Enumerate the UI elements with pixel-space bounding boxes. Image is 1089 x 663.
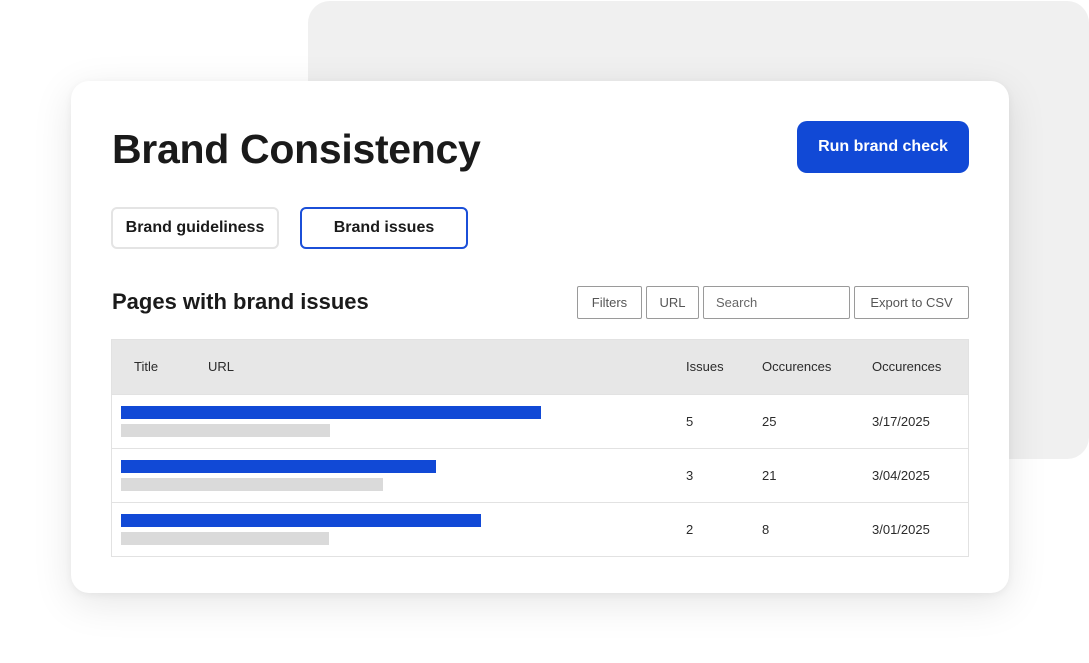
column-header-issues[interactable]: Issues	[686, 359, 724, 374]
occurences-cell: 8	[762, 522, 770, 537]
url-placeholder-bar	[121, 424, 330, 437]
date-cell: 3/04/2025	[872, 468, 930, 483]
section-title: Pages with brand issues	[112, 289, 369, 314]
table-row[interactable]: 3 21 3/04/2025	[112, 448, 968, 502]
date-cell: 3/01/2025	[872, 522, 930, 537]
tab-brand-issues[interactable]: Brand issues	[300, 207, 468, 249]
search-input[interactable]	[703, 286, 850, 319]
column-header-title[interactable]: Title	[134, 359, 159, 374]
filters-button[interactable]: Filters	[577, 286, 642, 319]
column-header-url[interactable]: URL	[208, 359, 235, 374]
url-placeholder-bar	[121, 478, 383, 491]
tab-brand-guidelines[interactable]: Brand guideliness	[111, 207, 279, 249]
table-header: Title URL Issues Occurences Occurences	[112, 340, 968, 394]
issues-cell: 5	[686, 414, 694, 429]
column-header-occurences[interactable]: Occurences	[762, 359, 832, 374]
issues-cell: 2	[686, 522, 694, 537]
export-csv-button[interactable]: Export to CSV	[854, 286, 969, 319]
table-row[interactable]: 2 8 3/01/2025	[112, 502, 968, 556]
brand-issues-table: Title URL Issues Occurences Occurences 5…	[111, 339, 969, 557]
occurences-cell: 21	[762, 468, 777, 483]
brand-consistency-card: Brand Consistency Run brand check Brand …	[71, 81, 1009, 593]
table-row[interactable]: 5 25 3/17/2025	[112, 394, 968, 448]
title-placeholder-bar	[121, 406, 541, 419]
column-header-occurences-date[interactable]: Occurences	[872, 359, 942, 374]
run-brand-check-button[interactable]: Run brand check	[797, 121, 969, 173]
url-placeholder-bar	[121, 532, 329, 545]
occurences-cell: 25	[762, 414, 777, 429]
title-placeholder-bar	[121, 460, 436, 473]
page-title: Brand Consistency	[112, 126, 481, 172]
title-placeholder-bar	[121, 514, 481, 527]
date-cell: 3/17/2025	[872, 414, 930, 429]
url-filter-button[interactable]: URL	[646, 286, 699, 319]
issues-cell: 3	[686, 468, 694, 483]
